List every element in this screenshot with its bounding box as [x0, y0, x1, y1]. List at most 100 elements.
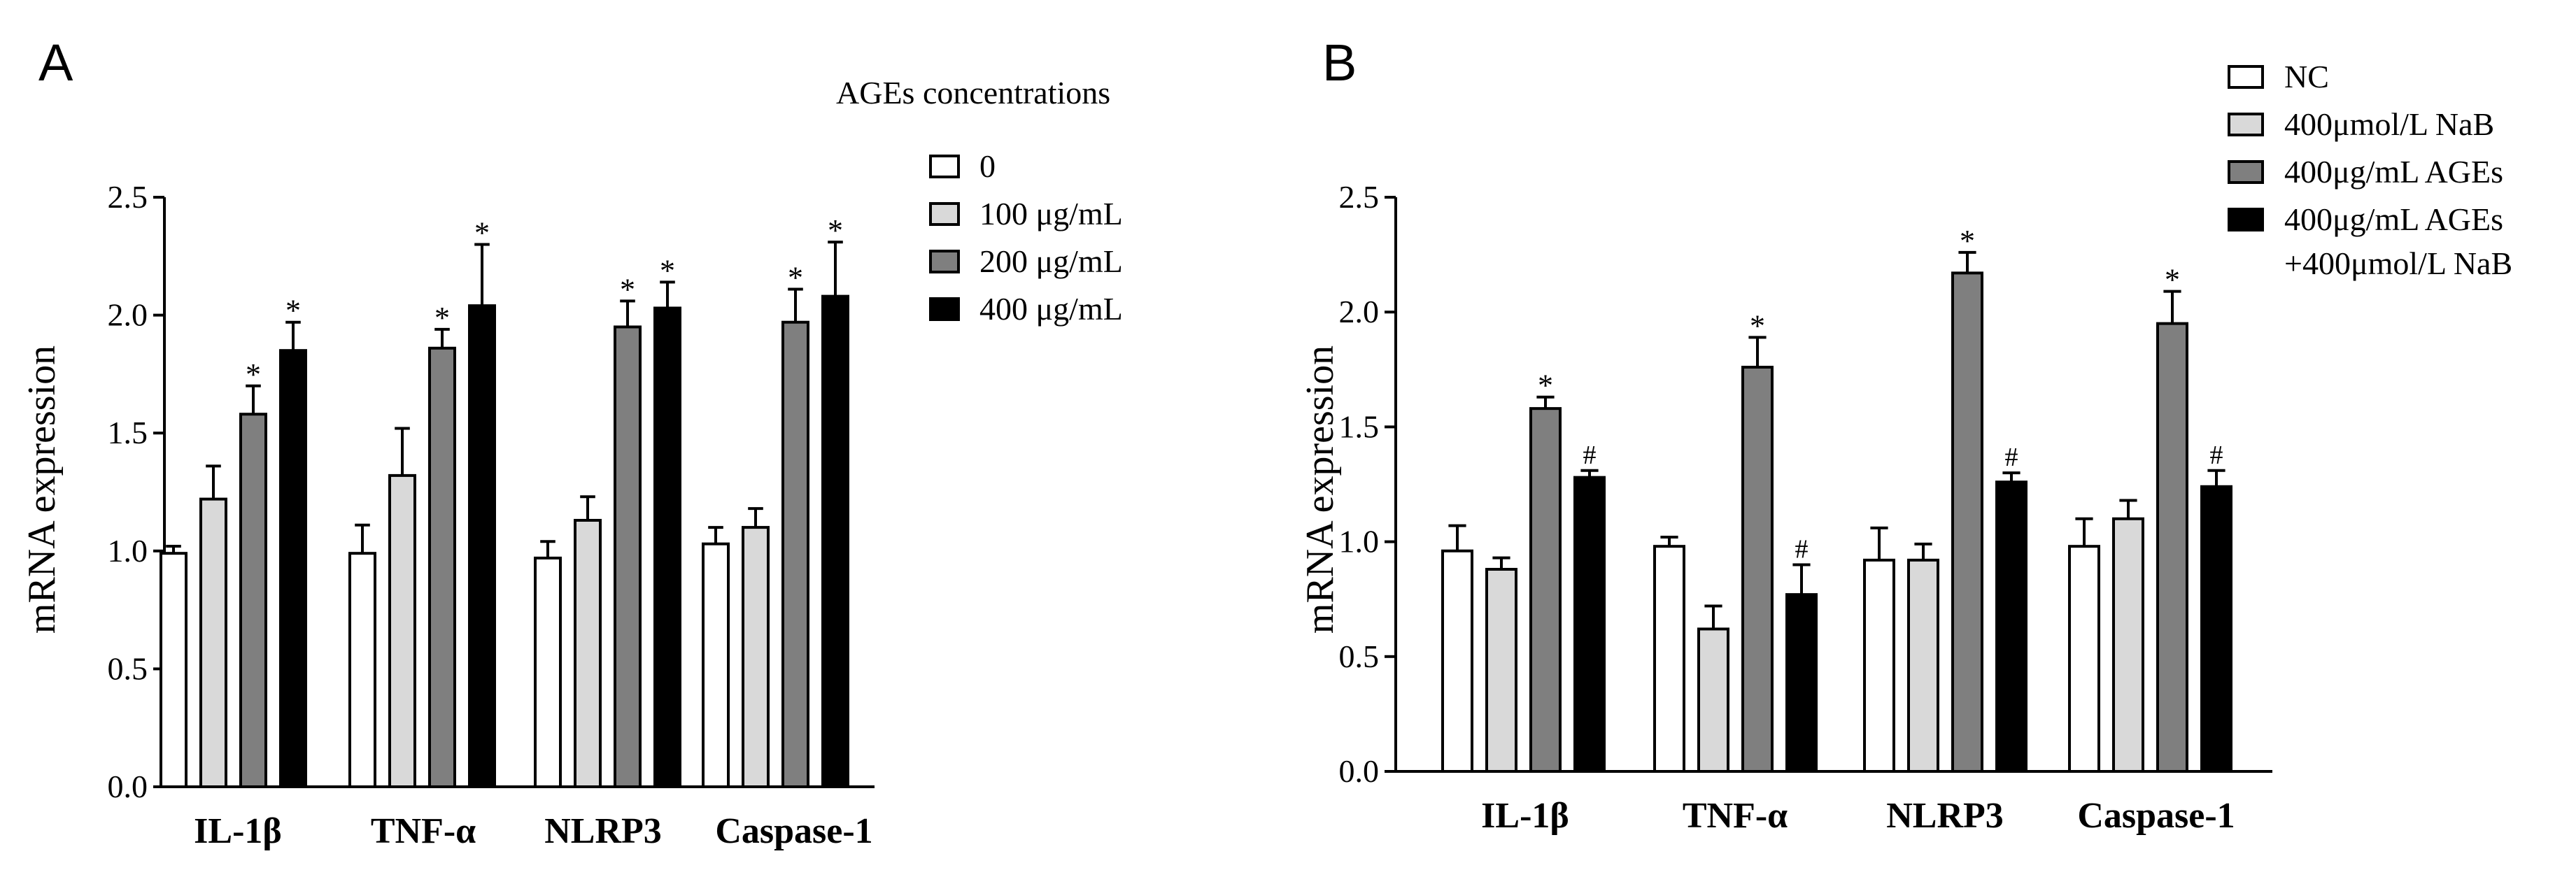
bar	[742, 526, 770, 789]
x-tick-label: Caspase-1	[715, 811, 872, 851]
bar	[160, 552, 187, 788]
bar	[1653, 545, 1685, 774]
bar-group	[388, 427, 416, 788]
bar	[653, 306, 681, 788]
bar-group	[1653, 536, 1685, 774]
bar-group	[199, 464, 227, 789]
bar	[428, 346, 456, 789]
legend: NC 400μmol/L NaB 400μg/mL AGEs 400μg/mL AGE…	[2228, 59, 2512, 281]
bar	[2200, 485, 2232, 773]
bar-group	[1697, 604, 1729, 774]
bar-group	[534, 540, 562, 789]
bar	[1741, 366, 1774, 773]
bar	[534, 556, 562, 789]
legend-title: AGEs concentrations	[836, 75, 1110, 110]
panel-label: A	[38, 34, 73, 92]
x-tick-label: IL-1β	[1481, 796, 1569, 836]
bar-group	[348, 523, 376, 788]
legend-label: 0	[979, 148, 996, 184]
legend-swatch	[929, 297, 960, 321]
y-tick-label: 0.0	[108, 769, 148, 804]
significance-star: *	[285, 294, 301, 328]
bar-group	[702, 526, 730, 789]
bar	[1697, 627, 1729, 774]
bar-group: *	[279, 294, 307, 788]
bar-group	[2112, 499, 2144, 773]
significance-hash: #	[1583, 441, 1597, 470]
significance-hash: #	[2210, 441, 2223, 470]
significance-star: *	[1750, 308, 1765, 343]
bar-group: *	[468, 215, 496, 788]
legend-swatch	[2228, 65, 2264, 89]
legend-label: 400 μg/mL	[979, 291, 1123, 327]
x-tick-label: IL-1β	[194, 811, 282, 851]
significance-hash: #	[1795, 534, 1809, 564]
bar-group	[2068, 517, 2100, 774]
bar	[781, 320, 809, 788]
bar	[468, 304, 496, 788]
legend-swatch	[2228, 208, 2264, 231]
x-tick-label: TNF-α	[1683, 796, 1788, 836]
panel-label: B	[1322, 34, 1357, 92]
legend-swatch	[929, 250, 960, 273]
legend-swatch	[929, 202, 960, 226]
x-tick-label: NLRP3	[1886, 796, 2004, 836]
y-tick-label: 1.5	[1339, 408, 1380, 444]
bar	[702, 542, 730, 789]
y-tick-label: 0.5	[1339, 639, 1380, 674]
significance-star: *	[828, 213, 843, 248]
legend-swatch	[2228, 160, 2264, 184]
y-tick-label: 0.5	[108, 650, 148, 686]
bar	[279, 349, 307, 788]
significance-star: *	[1538, 369, 1553, 403]
significance-star: *	[2165, 263, 2180, 297]
bar-group: *	[781, 261, 809, 788]
legend-label: 200 μg/mL	[979, 243, 1123, 279]
y-tick-label: 2.0	[1339, 294, 1380, 329]
bar-group: #	[1785, 534, 1818, 774]
y-tick-label: 2.0	[108, 297, 148, 333]
legend-swatch	[929, 155, 960, 178]
bar	[348, 552, 376, 788]
panel-a: A 0.0 0.5 1.0 1.5 2.0 2.5 mRNA expression IL-1β T…	[20, 34, 1123, 851]
bar	[1573, 476, 1606, 773]
bar	[1951, 271, 1983, 773]
y-axis-label: mRNA expression	[20, 345, 64, 634]
legend-swatch	[2228, 113, 2264, 136]
bar-group: #	[1573, 441, 1606, 773]
bar-group	[742, 507, 770, 789]
bar-group	[160, 545, 187, 788]
bar-group	[1907, 542, 1939, 773]
significance-star: *	[660, 253, 675, 287]
significance-star: *	[474, 215, 490, 250]
legend: AGEs concentrations 0 100 μg/mL 200 μg/mL 40…	[836, 75, 1123, 327]
significance-star: *	[620, 272, 635, 306]
significance-star: *	[788, 261, 803, 295]
bar-group	[1441, 524, 1473, 774]
bar	[388, 473, 416, 788]
bar	[2068, 545, 2100, 774]
legend-label: NC	[2284, 59, 2329, 94]
bar-group	[1863, 526, 1895, 773]
significance-hash: #	[2005, 443, 2018, 472]
bar-group: *	[428, 301, 456, 789]
x-tick-label: Caspase-1	[2077, 796, 2235, 836]
y-tick-label: 0.0	[1339, 753, 1380, 789]
y-tick-label: 2.5	[1339, 179, 1380, 215]
bar	[199, 497, 227, 789]
legend-label: 400μg/mL AGEs	[2284, 201, 2503, 237]
significance-star: *	[1960, 224, 1975, 258]
legend-label: 400μmol/L NaB	[2284, 106, 2494, 142]
y-tick-label: 1.0	[108, 533, 148, 569]
bar-group	[574, 495, 602, 788]
bar	[1485, 568, 1517, 773]
bar-group: #	[1995, 443, 2027, 773]
bar	[821, 294, 849, 788]
legend-label-line2: +400μmol/L NaB	[2284, 245, 2512, 281]
bar	[2156, 322, 2188, 773]
y-tick-label: 1.5	[108, 415, 148, 450]
y-axis-label: mRNA expression	[1298, 345, 1342, 634]
x-tick-label: TNF-α	[371, 811, 476, 851]
bar-group: *	[2156, 263, 2188, 773]
bar	[1995, 480, 2027, 773]
